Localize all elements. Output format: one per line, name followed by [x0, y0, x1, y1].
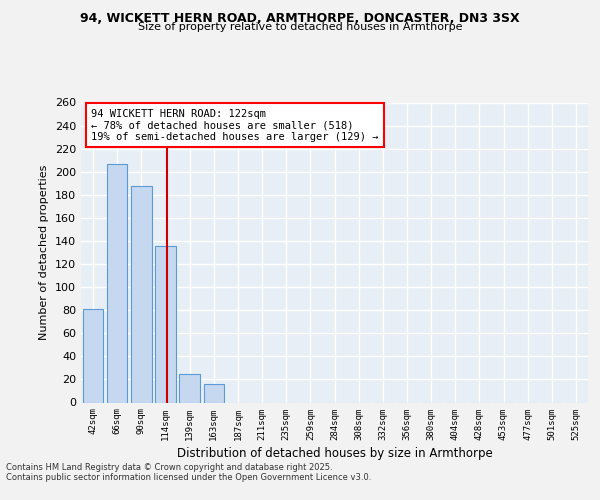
Bar [107, 164, 127, 402]
Bar [131, 186, 152, 402]
X-axis label: Distribution of detached houses by size in Armthorpe: Distribution of detached houses by size … [176, 446, 493, 460]
Text: Contains public sector information licensed under the Open Government Licence v3: Contains public sector information licen… [6, 472, 371, 482]
Text: Size of property relative to detached houses in Armthorpe: Size of property relative to detached ho… [138, 22, 462, 32]
Y-axis label: Number of detached properties: Number of detached properties [40, 165, 49, 340]
Bar [155, 246, 176, 402]
Text: 94, WICKETT HERN ROAD, ARMTHORPE, DONCASTER, DN3 3SX: 94, WICKETT HERN ROAD, ARMTHORPE, DONCAS… [80, 12, 520, 26]
Bar [83, 309, 103, 402]
Bar [179, 374, 200, 402]
Bar [203, 384, 224, 402]
Text: 94 WICKETT HERN ROAD: 122sqm
← 78% of detached houses are smaller (518)
19% of s: 94 WICKETT HERN ROAD: 122sqm ← 78% of de… [91, 108, 379, 142]
Text: Contains HM Land Registry data © Crown copyright and database right 2025.: Contains HM Land Registry data © Crown c… [6, 462, 332, 471]
